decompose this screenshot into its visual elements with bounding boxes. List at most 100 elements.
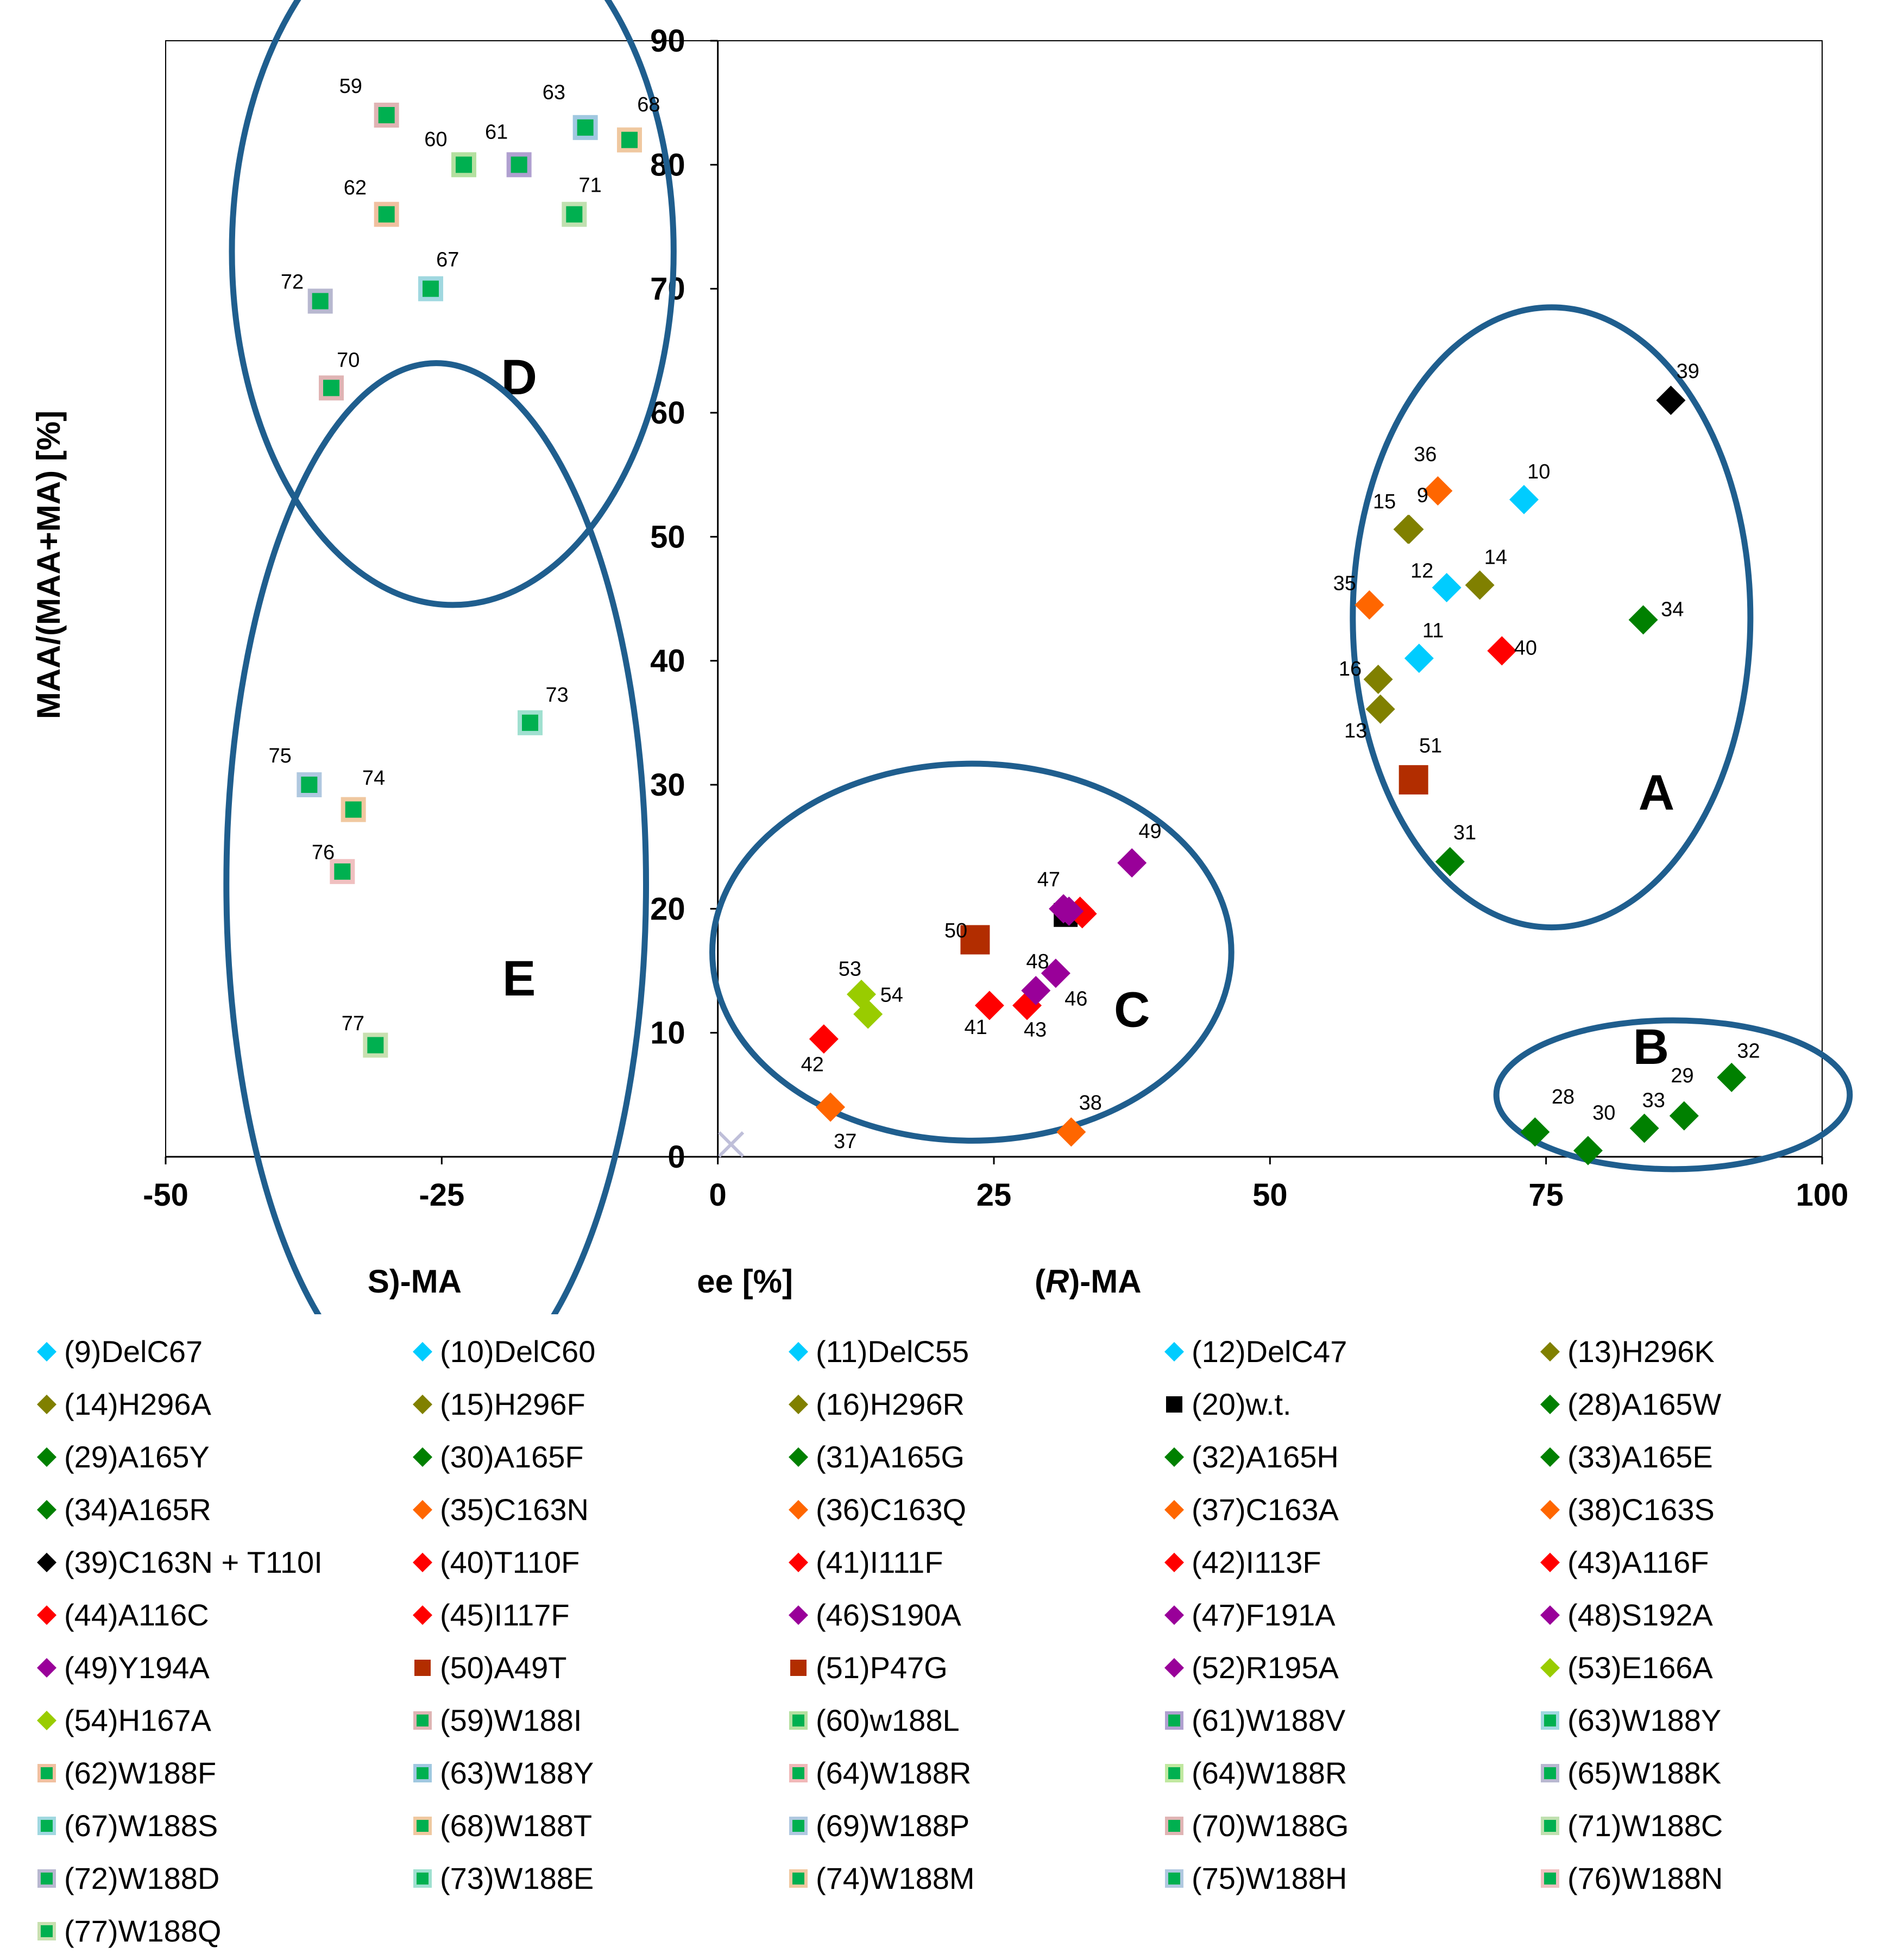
legend-label: (11)DelC55: [816, 1334, 969, 1369]
point-68: [617, 127, 642, 153]
legend-diamond-icon: [1540, 1341, 1560, 1362]
y-tick-label: 20: [650, 891, 685, 927]
legend-label: (34)A165R: [64, 1492, 211, 1527]
legend-label: (35)C163N: [440, 1492, 589, 1527]
point-54: [853, 999, 883, 1029]
legend-item: (64)W188R: [1160, 1747, 1536, 1799]
point-label-63: 63: [543, 81, 565, 104]
point-75: [297, 772, 322, 797]
legend-item: (77)W188Q: [33, 1905, 408, 1957]
legend-item: (42)I113F: [1160, 1536, 1536, 1589]
legend-label: (30)A165F: [440, 1440, 584, 1474]
y-tick-label: 70: [650, 272, 685, 307]
point-67: [418, 276, 443, 301]
y-axis-label: MAA/(MAA+MA) [%]: [30, 411, 67, 719]
legend-diamond-icon: [1164, 1499, 1184, 1520]
x-tick-label: 100: [1796, 1177, 1849, 1213]
legend-diamond-icon: [1540, 1605, 1560, 1625]
legend-item: (46)S190A: [784, 1589, 1160, 1641]
point-74: [341, 797, 366, 822]
point-label-39: 39: [1677, 360, 1699, 383]
legend-label: (65)W188K: [1567, 1756, 1722, 1790]
x-axis-label-right: (R)-MA: [1035, 1263, 1142, 1300]
point-label-62: 62: [344, 177, 367, 199]
legend-square-icon: [37, 1921, 56, 1940]
point-32: [1717, 1062, 1747, 1092]
x-tick-label: 75: [1528, 1177, 1564, 1213]
point-71: [562, 201, 587, 227]
group-ellipse-E: [223, 360, 649, 1314]
legend-label: (41)I111F: [816, 1545, 943, 1579]
group-label-C: C: [1114, 982, 1150, 1037]
legend-diamond-icon: [37, 1710, 56, 1730]
point-label-38: 38: [1079, 1092, 1102, 1114]
point-label-33: 33: [1642, 1089, 1665, 1112]
point-34: [1628, 605, 1658, 635]
legend-label: (36)C163Q: [816, 1492, 967, 1527]
legend-diamond-icon: [1164, 1447, 1184, 1467]
legend-item: (73)W188E: [408, 1852, 784, 1905]
legend-diamond-icon: [37, 1552, 56, 1572]
point-label-47: 47: [1037, 868, 1060, 891]
point-label-37: 37: [834, 1130, 856, 1153]
legend-diamond-icon: [413, 1447, 432, 1467]
point-label-43: 43: [1024, 1019, 1047, 1042]
point-12: [1432, 572, 1462, 602]
point-51: [1399, 765, 1428, 795]
legend-label: (73)W188E: [440, 1861, 594, 1895]
point-label-70: 70: [337, 349, 360, 372]
group-label-A: A: [1639, 765, 1674, 821]
legend-diamond-icon: [789, 1394, 808, 1414]
point-label-46: 46: [1065, 987, 1087, 1010]
point-label-77: 77: [342, 1012, 364, 1035]
legend-item: (38)C163S: [1536, 1483, 1877, 1536]
legend-label: (45)I117F: [440, 1598, 570, 1632]
group-label-B: B: [1633, 1019, 1669, 1075]
point-label-48: 48: [1026, 950, 1049, 973]
point-label-40: 40: [1514, 636, 1537, 659]
y-tick-label: 90: [650, 23, 685, 59]
legend-item: (75)W188H: [1160, 1852, 1536, 1905]
point-label-73: 73: [545, 684, 568, 707]
x-tick-label: 50: [1252, 1177, 1288, 1213]
legend-item: (65)W188K: [1536, 1747, 1877, 1799]
point-label-61: 61: [485, 121, 508, 143]
legend-label: (59)W188I: [440, 1703, 582, 1737]
point-label-74: 74: [362, 767, 385, 790]
legend-diamond-icon: [37, 1499, 56, 1520]
legend-diamond-icon: [789, 1499, 808, 1520]
data-points: [297, 103, 1747, 1165]
legend-square-icon: [1165, 1711, 1183, 1730]
legend-label: (69)W188P: [816, 1808, 970, 1843]
legend: (9)DelC67 (10)DelC60 (11)DelC55 (12)DelC47 (…: [33, 1325, 1868, 1957]
legend-label: (64)W188R: [816, 1756, 972, 1790]
point-61: [506, 152, 532, 178]
legend-label: (20)w.t.: [1192, 1387, 1292, 1421]
legend-square-icon: [1541, 1869, 1559, 1888]
legend-square-icon: [414, 1659, 431, 1676]
legend-square-icon: [1541, 1763, 1559, 1782]
legend-item: (35)C163N: [408, 1483, 784, 1536]
legend-diamond-icon: [37, 1658, 56, 1678]
group-ellipse-C: [709, 760, 1234, 1144]
point-label-32: 32: [1737, 1039, 1760, 1062]
point-label-72: 72: [281, 271, 304, 294]
point-40: [1487, 636, 1517, 666]
legend-label: (43)A116F: [1567, 1545, 1709, 1579]
point-14: [1465, 570, 1495, 600]
legend-label: (75)W188H: [1192, 1861, 1347, 1895]
legend-diamond-icon: [1540, 1394, 1560, 1414]
legend-diamond-icon: [37, 1447, 56, 1467]
point-label-11: 11: [1422, 619, 1444, 642]
point-label-34: 34: [1661, 598, 1684, 621]
legend-label: (31)A165G: [816, 1440, 965, 1474]
legend-item: (30)A165F: [408, 1430, 784, 1483]
legend-square-icon: [789, 1816, 808, 1835]
point-label-59: 59: [339, 75, 362, 98]
point-28: [1520, 1117, 1550, 1147]
legend-label: (68)W188T: [440, 1808, 593, 1843]
legend-label: (9)DelC67: [64, 1334, 203, 1369]
point-62: [374, 201, 399, 227]
legend-item: (20)w.t.: [1160, 1378, 1536, 1430]
legend-item: (37)C163A: [1160, 1483, 1536, 1536]
